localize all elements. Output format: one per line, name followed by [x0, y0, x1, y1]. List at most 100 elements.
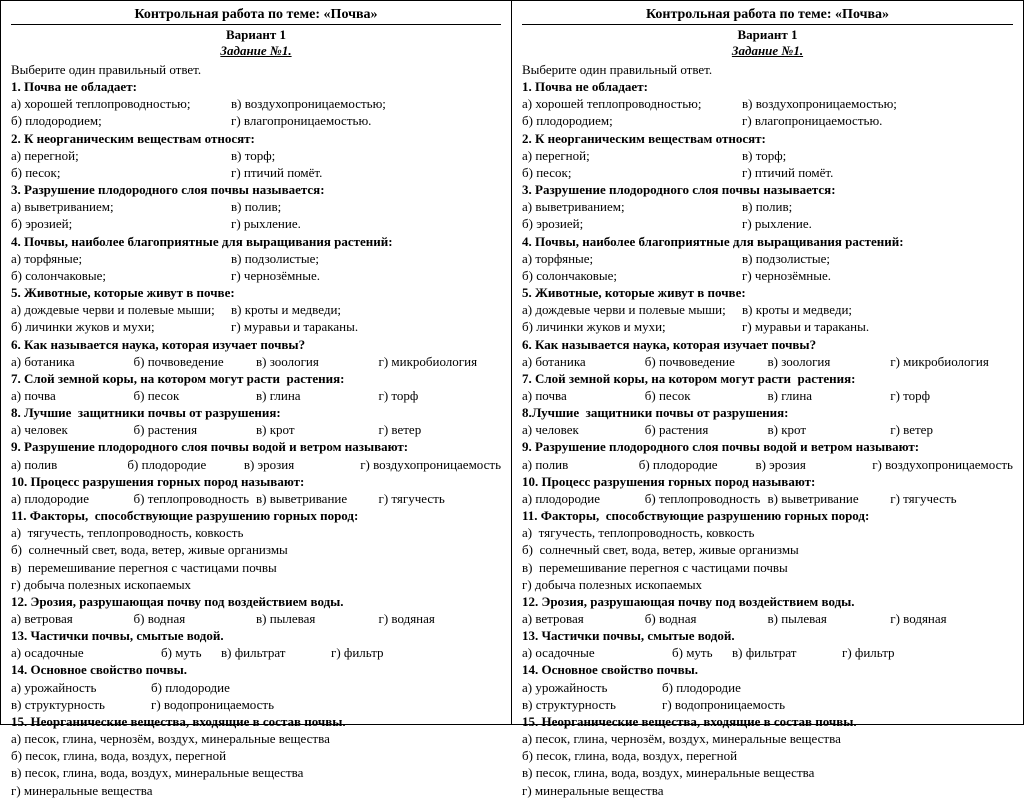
q12b: б) водная	[134, 610, 257, 627]
q14-row2: в) структурностьг) водопроницаемость	[11, 696, 501, 713]
q3-r: 3. Разрушение плодородного слоя почвы на…	[522, 181, 1013, 198]
q4d: г) чернозёмные.	[231, 267, 320, 284]
q3-row1: а) выветриванием;в) полив;	[11, 198, 501, 215]
q14a: а) урожайность	[11, 679, 151, 696]
q4-row2: б) солончаковые;г) чернозёмные.	[11, 267, 501, 284]
q14b-r: б) плодородие	[662, 680, 741, 695]
q5-row1: а) дождевые черви и полевые мыши;в) крот…	[11, 301, 501, 318]
q2c-r: б) песок;	[522, 164, 742, 181]
q1-row1: а) хорошей теплопроводностью;в) воздухоп…	[11, 95, 501, 112]
q11c: в) перемешивание перегноя с частицами по…	[11, 559, 501, 576]
q11a-r: а) тягучесть, теплопроводность, ковкость	[522, 524, 1013, 541]
q12d: г) водяная	[379, 610, 502, 627]
q6-row: а) ботаникаб) почвоведениев) зоологияг) …	[11, 353, 501, 370]
q14: 14. Основное свойство почвы.	[11, 661, 501, 678]
q9-row-r: а) поливб) плодородиев) эрозияг) воздухо…	[522, 456, 1013, 473]
task-heading-r: Задание №1.	[522, 43, 1013, 59]
q14-r: 14. Основное свойство почвы.	[522, 661, 1013, 678]
q11a: а) тягучесть, теплопроводность, ковкость	[11, 524, 501, 541]
q9d: г) воздухопроницаемость	[360, 456, 501, 473]
q8d: г) ветер	[379, 421, 502, 438]
q3-row2-r: б) эрозией;г) рыхление.	[522, 215, 1013, 232]
q1c-r: б) плодородием;	[522, 112, 742, 129]
q2-r: 2. К неорганическим веществам относят:	[522, 130, 1013, 147]
q3b: в) полив;	[231, 198, 281, 215]
q2-row1: а) перегной;в) торф;	[11, 147, 501, 164]
q4b: в) подзолистые;	[231, 250, 319, 267]
q4c: б) солончаковые;	[11, 267, 231, 284]
q14-row2-r: в) структурностьг) водопроницаемость	[522, 696, 1013, 713]
q8b: б) растения	[134, 421, 257, 438]
q6b-r: б) почвоведение	[645, 353, 768, 370]
q4-row1-r: а) торфяные;в) подзолистые;	[522, 250, 1013, 267]
q1: 1. Почва не обладает:	[11, 78, 501, 95]
q7b-r: б) песок	[645, 387, 768, 404]
q6a: а) ботаника	[11, 353, 134, 370]
variant-r: Вариант 1	[522, 27, 1013, 43]
q15c-r: в) песок, глина, вода, воздух, минеральн…	[522, 764, 1013, 781]
q12b-r: б) водная	[645, 610, 768, 627]
instruction: Выберите один правильный ответ.	[11, 61, 501, 78]
q6-row-r: а) ботаникаб) почвоведениев) зоологияг) …	[522, 353, 1013, 370]
q13b: б) муть	[161, 644, 221, 661]
q8-r: 8.Лучшие защитники почвы от разрушения:	[522, 404, 1013, 421]
q13d-r: г) фильтр	[842, 645, 895, 660]
q8c-r: в) крот	[768, 421, 891, 438]
q3b-r: в) полив;	[742, 198, 792, 215]
q3c: б) эрозией;	[11, 215, 231, 232]
q1-row2-r: б) плодородием;г) влагопроницаемостью.	[522, 112, 1013, 129]
q12: 12. Эрозия, разрушающая почву под воздей…	[11, 593, 501, 610]
q2-row1-r: а) перегной;в) торф;	[522, 147, 1013, 164]
q4-r: 4. Почвы, наиболее благоприятные для выр…	[522, 233, 1013, 250]
worksheet-page: Контрольная работа по теме: «Почва» Вари…	[1, 1, 1023, 724]
q12a: а) ветровая	[11, 610, 134, 627]
q13-row-r: а) осадочныеб) мутьв) фильтратг) фильтр	[522, 644, 1013, 661]
q2-row2: б) песок;г) птичий помёт.	[11, 164, 501, 181]
q7-r: 7. Слой земной коры, на котором могут ра…	[522, 370, 1013, 387]
q6d: г) микробиология	[379, 353, 502, 370]
q8c: в) крот	[256, 421, 379, 438]
q1-row2: б) плодородием;г) влагопроницаемостью.	[11, 112, 501, 129]
q10a-r: а) плодородие	[522, 490, 645, 507]
q7b: б) песок	[134, 387, 257, 404]
q2-row2-r: б) песок;г) птичий помёт.	[522, 164, 1013, 181]
q8a-r: а) человек	[522, 421, 645, 438]
q14c: в) структурность	[11, 696, 151, 713]
q4-row2-r: б) солончаковые;г) чернозёмные.	[522, 267, 1013, 284]
q11: 11. Факторы, способствующие разрушению г…	[11, 507, 501, 524]
q1d: г) влагопроницаемостью.	[231, 112, 371, 129]
q13d: г) фильтр	[331, 645, 384, 660]
q13a-r: а) осадочные	[522, 644, 672, 661]
q12c: в) пылевая	[256, 610, 379, 627]
q5d: г) муравьи и тараканы.	[231, 318, 358, 335]
q9-r: 9. Разрушение плодородного слоя почвы во…	[522, 438, 1013, 455]
q9: 9. Разрушение плодородного слоя почвы во…	[11, 438, 501, 455]
q12-row: а) ветроваяб) воднаяв) пылеваяг) водяная	[11, 610, 501, 627]
q5d-r: г) муравьи и тараканы.	[742, 318, 869, 335]
q1d-r: г) влагопроницаемостью.	[742, 112, 882, 129]
task-heading: Задание №1.	[11, 43, 501, 59]
q4a: а) торфяные;	[11, 250, 231, 267]
q3a: а) выветриванием;	[11, 198, 231, 215]
q11c-r: в) перемешивание перегноя с частицами по…	[522, 559, 1013, 576]
q10d-r: г) тягучесть	[890, 490, 1013, 507]
q6a-r: а) ботаника	[522, 353, 645, 370]
q15b: б) песок, глина, вода, воздух, перегной	[11, 747, 501, 764]
q5: 5. Животные, которые живут в почве:	[11, 284, 501, 301]
instruction-r: Выберите один правильный ответ.	[522, 61, 1013, 78]
q14c-r: в) структурность	[522, 696, 662, 713]
q1c: б) плодородием;	[11, 112, 231, 129]
q5a-r: а) дождевые черви и полевые мыши;	[522, 301, 742, 318]
q10-r: 10. Процесс разрушения горных пород назы…	[522, 473, 1013, 490]
q13c: в) фильтрат	[221, 644, 331, 661]
q6c-r: в) зоология	[768, 353, 891, 370]
q3-row2: б) эрозией;г) рыхление.	[11, 215, 501, 232]
q10d: г) тягучесть	[379, 490, 502, 507]
q14a-r: а) урожайность	[522, 679, 662, 696]
q5b-r: в) кроты и медведи;	[742, 301, 852, 318]
q1b: в) воздухопроницаемостью;	[231, 95, 386, 112]
q7d-r: г) торф	[890, 387, 1013, 404]
q7a-r: а) почва	[522, 387, 645, 404]
q15d: г) минеральные вещества	[11, 782, 501, 799]
q7c: в) глина	[256, 387, 379, 404]
